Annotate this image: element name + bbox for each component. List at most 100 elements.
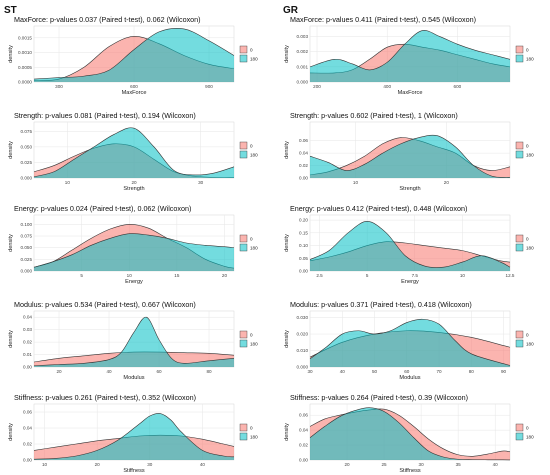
x-tick-label: 15 <box>174 273 180 278</box>
x-tick-label: 12.5 <box>506 273 515 278</box>
x-tick-label: 5 <box>80 273 83 278</box>
x-tick-label: 20 <box>56 369 62 374</box>
x-tick-label: 600 <box>130 84 138 89</box>
y-tick-label: 0.00 <box>23 365 32 370</box>
x-axis-label: Energy <box>401 279 419 285</box>
y-tick-label: 0.04 <box>299 428 308 433</box>
y-axis-label: density <box>8 423 14 441</box>
x-tick-label: 10 <box>42 462 48 467</box>
legend-label-180: 180 <box>526 435 534 440</box>
density-line-180 <box>309 221 511 268</box>
density-line-180 <box>33 127 235 178</box>
density-area-180 <box>310 407 510 460</box>
y-axis-label: density <box>284 141 290 159</box>
y-axis-label: density <box>8 234 14 252</box>
legend-label-0: 0 <box>250 333 253 338</box>
x-tick-label: 5 <box>366 273 369 278</box>
panel-st-stiffness: Stiffness: p-values 0.261 (Paired t-test… <box>8 393 258 474</box>
panel-gr-maxforce: MaxForce: p-values 0.411 (Paired t-test)… <box>284 15 534 96</box>
y-tick-label: 0.00 <box>299 269 308 274</box>
y-axis-label: density <box>284 45 290 63</box>
x-tick-label: 50 <box>372 369 378 374</box>
legend-label-180: 180 <box>250 435 258 440</box>
x-axis-label: Strength <box>123 186 144 192</box>
panel-st-modulus: Modulus: p-values 0.534 (Paired t-test),… <box>8 300 258 381</box>
x-axis-label: Stiffness <box>399 468 421 474</box>
y-axis-label: density <box>8 330 14 348</box>
legend: 0 180 <box>515 423 534 441</box>
panel-title: Strength: p-values 0.602 (Paired t-test)… <box>290 111 458 120</box>
legend-key-180 <box>515 339 524 348</box>
y-tick-label: 0.05 <box>299 256 308 261</box>
x-tick-label: 40 <box>106 369 112 374</box>
y-tick-label: 0.04 <box>23 426 32 431</box>
x-tick-label: 60 <box>404 369 410 374</box>
density-line-0 <box>309 137 511 176</box>
panel-title: Modulus: p-values 0.534 (Paired t-test),… <box>14 300 196 309</box>
y-tick-label: 0.06 <box>299 413 308 418</box>
panel-gr-stiffness: Stiffness: p-values 0.264 (Paired t-test… <box>284 393 534 474</box>
y-tick-label: 0.02 <box>23 442 32 447</box>
x-axis-label: MaxForce <box>122 90 147 96</box>
density-line-0 <box>309 408 511 457</box>
x-tick-label: 20 <box>444 180 450 185</box>
density-line-180 <box>33 316 235 367</box>
y-tick-label: 0.000 <box>21 269 33 274</box>
x-tick-label: 80 <box>469 369 475 374</box>
panel-title: Energy: p-values 0.412 (Paired t-test), … <box>290 204 467 213</box>
y-tick-label: 0.06 <box>299 138 308 143</box>
panel-gr-modulus: Modulus: p-values 0.371 (Paired t-test),… <box>284 300 534 381</box>
legend-key-0 <box>515 234 524 243</box>
panel-title: MaxForce: p-values 0.037 (Paired t-test)… <box>14 15 201 24</box>
y-tick-label: 0.02 <box>299 163 308 168</box>
density-area-180 <box>310 135 510 178</box>
x-tick-label: 20 <box>344 462 350 467</box>
x-axis-label: Strength <box>399 186 420 192</box>
legend: 0 180 <box>515 234 534 252</box>
column-label-st: ST <box>4 5 17 16</box>
legend-label-0: 0 <box>526 144 529 149</box>
legend-label-0: 0 <box>250 48 253 53</box>
y-axis-label: density <box>284 234 290 252</box>
y-tick-label: 0.075 <box>21 129 33 134</box>
column-label-gr: GR <box>283 5 299 16</box>
density-area-180 <box>34 28 234 83</box>
legend: 0 180 <box>239 45 258 63</box>
panel-title: Stiffness: p-values 0.261 (Paired t-test… <box>14 393 196 402</box>
y-tick-label: 0.050 <box>21 245 33 250</box>
x-tick-label: 30 <box>147 462 153 467</box>
x-tick-label: 90 <box>501 369 507 374</box>
legend-key-0 <box>239 330 248 339</box>
y-tick-label: 0.0015 <box>18 35 32 40</box>
y-axis-label: density <box>284 330 290 348</box>
legend-label-180: 180 <box>250 246 258 251</box>
legend-label-180: 180 <box>250 57 258 62</box>
x-tick-label: 40 <box>493 462 499 467</box>
panel-gr-energy: Energy: p-values 0.412 (Paired t-test), … <box>284 204 534 285</box>
legend-key-180 <box>239 243 248 252</box>
density-area-180 <box>310 221 510 271</box>
y-tick-label: 0.000 <box>297 80 309 85</box>
density-line-180 <box>309 318 511 366</box>
x-tick-label: 10 <box>65 180 71 185</box>
legend-label-180: 180 <box>250 342 258 347</box>
y-tick-label: 0.000 <box>297 365 309 370</box>
legend-key-180 <box>239 339 248 348</box>
y-tick-label: 0.050 <box>21 144 33 149</box>
legend-key-0 <box>239 423 248 432</box>
x-tick-label: 25 <box>382 462 388 467</box>
legend-key-180 <box>515 54 524 63</box>
y-tick-label: 0.20 <box>299 218 308 223</box>
panel-st-energy: Energy: p-values 0.024 (Paired t-test), … <box>8 204 258 285</box>
y-tick-label: 0.0000 <box>18 80 32 85</box>
y-tick-label: 0.030 <box>297 315 309 320</box>
y-tick-label: 0.025 <box>21 160 33 165</box>
legend-label-0: 0 <box>526 48 529 53</box>
y-tick-label: 0.000 <box>21 176 33 181</box>
x-tick-label: 80 <box>206 369 212 374</box>
y-tick-label: 0.075 <box>21 234 33 239</box>
y-tick-label: 0.010 <box>297 348 309 353</box>
x-tick-label: 30 <box>307 369 313 374</box>
x-axis-label: Modulus <box>123 375 144 381</box>
